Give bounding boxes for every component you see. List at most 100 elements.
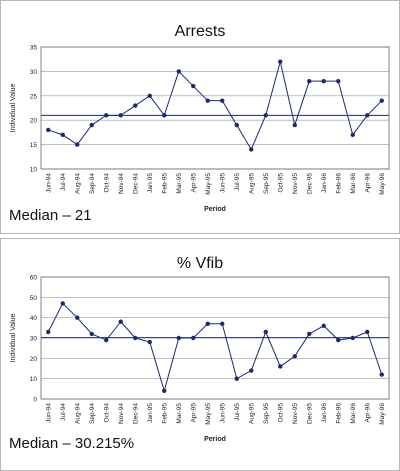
- arrests-x-tick-label: May-95: [205, 173, 212, 195]
- arrests-x-axis-title: Period: [204, 206, 226, 213]
- vfib-data-point: [379, 372, 384, 377]
- vfib-x-tick-label: Feb-96: [335, 403, 342, 424]
- vfib-x-tick-label: Dec-94: [132, 403, 139, 424]
- vfib-data-point: [249, 368, 254, 373]
- arrests-chart: 10 15 20 25 30 35 Jun-94 Jul-94 Aug-94 Sep-94 Oct-…: [10, 45, 390, 213]
- arrests-x-tick-label: Jun-95: [219, 173, 226, 193]
- arrests-x-tick-label: Mar-96: [350, 173, 357, 194]
- arrests-data-point: [176, 69, 181, 74]
- vfib-x-tick-label: Jul-95: [234, 403, 241, 421]
- arrests-data-point: [133, 103, 138, 108]
- vfib-y-tick-label: 50: [30, 295, 38, 302]
- vfib-data-point: [118, 319, 123, 324]
- arrests-y-tick-label: 15: [30, 142, 38, 149]
- vfib-chart: 0 10 20 30 40 50 60 Jun-94 Jul-94 Aug-94 Sep-94 Oct…: [10, 275, 390, 443]
- vfib-x-tick-label: Feb-95: [161, 403, 168, 424]
- arrests-x-tick-label: Jan-95: [147, 173, 154, 193]
- arrests-data-point: [321, 78, 326, 84]
- arrests-data-point: [60, 132, 65, 138]
- vfib-data-point: [350, 335, 355, 341]
- vfib-data-point: [234, 376, 239, 381]
- arrests-x-tick-label: Sep-95: [263, 173, 270, 194]
- vfib-data-point: [205, 321, 210, 326]
- vfib-x-tick-label: Sep-95: [263, 403, 270, 424]
- vfib-series-line: [47, 302, 383, 393]
- arrests-data-point: [234, 122, 239, 128]
- arrests-data-point: [89, 122, 94, 128]
- vfib-x-tick-label: May-95: [205, 403, 212, 425]
- vfib-x-tick-label: Jun-95: [219, 403, 226, 423]
- arrests-data-point: [336, 78, 341, 84]
- vfib-x-tick-label: Nov-95: [292, 403, 299, 424]
- vfib-x-tick-label: Nov-94: [118, 403, 125, 424]
- vfib-x-tick-label: Apr-95: [190, 403, 197, 423]
- vfib-data-point: [176, 335, 181, 341]
- arrests-data-point: [118, 113, 123, 118]
- vfib-data-point: [191, 335, 196, 341]
- arrests-x-tick-label: Oct-95: [277, 173, 284, 193]
- vfib-data-point: [220, 321, 225, 326]
- vfib-y-tick-label: 0: [33, 397, 37, 404]
- arrests-x-tick-label: Dec-95: [306, 173, 313, 194]
- vfib-x-tick-label: Jan-96: [321, 403, 328, 423]
- arrests-data-point: [350, 132, 355, 138]
- arrests-x-tick-label: Feb-96: [335, 173, 342, 194]
- arrests-x-tick-label: Nov-95: [292, 173, 299, 194]
- arrests-data-point: [292, 122, 297, 128]
- vfib-x-tick-label: Jan-95: [147, 403, 154, 423]
- vfib-x-tick-label: Apr-96: [364, 403, 371, 423]
- vfib-y-tick-label: 40: [30, 315, 38, 322]
- vfib-y-axis-title: Individual Value: [10, 313, 17, 362]
- vfib-y-tick-label: 60: [30, 275, 38, 282]
- vfib-x-tick-label: Aug-94: [74, 403, 81, 424]
- arrests-data-point: [46, 127, 51, 133]
- arrests-chart-title: Arrests: [174, 23, 226, 40]
- vfib-data-point: [263, 329, 268, 335]
- vfib-x-tick-label: Mar-96: [350, 403, 357, 424]
- vfib-x-tick-label: Oct-94: [103, 403, 110, 423]
- vfib-panel: % Vfib 0 10 20 30 40 50 60 Jun-94 Jul-94 Aug-94 Se…: [0, 238, 400, 471]
- arrests-data-point: [263, 113, 268, 118]
- arrests-x-tick-label: Jul-94: [60, 173, 67, 191]
- vfib-x-tick-label: Jun-94: [45, 403, 52, 423]
- arrests-x-tick-label: Jan-96: [321, 173, 328, 193]
- arrests-y-tick-label: 10: [30, 167, 38, 174]
- arrests-data-point: [205, 98, 210, 103]
- vfib-data-point: [75, 315, 80, 320]
- arrests-y-tick-label: 20: [30, 118, 38, 125]
- vfib-data-point: [365, 329, 370, 335]
- vfib-x-tick-label: Aug-95: [248, 403, 255, 424]
- arrests-x-tick-label: Aug-94: [74, 173, 81, 194]
- arrests-x-tick-label: Dec-94: [132, 173, 139, 194]
- vfib-data-point: [147, 339, 152, 345]
- vfib-median-caption: Median – 30.215%: [9, 435, 135, 452]
- arrests-data-point: [249, 147, 254, 152]
- arrests-data-point: [147, 93, 152, 98]
- arrests-series-line: [48, 61, 383, 151]
- arrests-data-point: [75, 142, 80, 147]
- arrests-x-tick-label: Apr-95: [190, 173, 197, 193]
- arrests-x-tick-label: Jun-94: [45, 173, 52, 193]
- arrests-x-tick-label: Feb-95: [161, 173, 168, 194]
- arrests-data-point: [379, 98, 384, 103]
- vfib-data-point: [307, 331, 312, 337]
- vfib-x-tick-label: Sep-94: [89, 403, 96, 424]
- arrests-x-tick-label: Sep-94: [89, 173, 96, 194]
- vfib-y-tick-label: 30: [30, 336, 38, 343]
- vfib-x-tick-label: Oct-95: [277, 403, 284, 423]
- vfib-chart-title: % Vfib: [176, 255, 224, 272]
- vfib-data-point: [292, 354, 297, 359]
- arrests-y-tick-label: 25: [30, 93, 38, 100]
- arrests-x-tick-label: Jul-95: [234, 173, 241, 191]
- arrests-x-tick-label: Aug-95: [248, 173, 255, 194]
- vfib-x-tick-label: Dec-95: [306, 403, 313, 424]
- arrests-data-point: [191, 83, 196, 89]
- arrests-data-point: [220, 98, 225, 103]
- vfib-data-point: [336, 337, 341, 343]
- arrests-data-point: [104, 113, 109, 118]
- vfib-data-point: [104, 337, 109, 343]
- arrests-x-tick-label: Oct-94: [103, 173, 110, 193]
- vfib-data-point: [89, 331, 94, 337]
- arrests-x-tick-label: Mar-95: [176, 173, 183, 194]
- arrests-median-caption: Median – 21: [9, 207, 92, 224]
